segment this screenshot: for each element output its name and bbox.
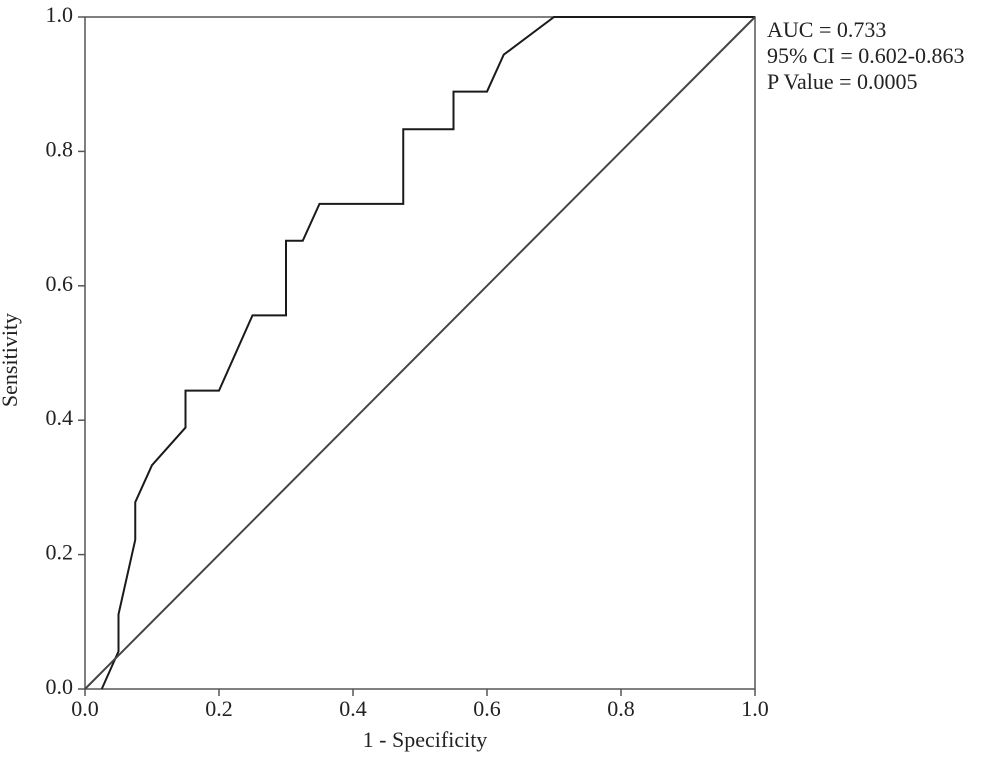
x-tick-label: 1.0 bbox=[741, 696, 769, 721]
y-tick-label: 0.6 bbox=[46, 271, 74, 296]
x-tick-label: 0.0 bbox=[71, 696, 99, 721]
line-series bbox=[100, 16, 755, 690]
y-tick-label: 1.0 bbox=[46, 2, 74, 27]
annotation: AUC = 0.733 bbox=[767, 17, 886, 42]
y-tick-label: 0.8 bbox=[46, 136, 74, 161]
x-axis-label: 1 - Specificity bbox=[363, 727, 488, 752]
annotation: P Value = 0.0005 bbox=[767, 69, 918, 94]
line-series bbox=[84, 16, 756, 690]
x-tick-label: 0.6 bbox=[473, 696, 501, 721]
y-tick-label: 0.0 bbox=[46, 674, 74, 699]
y-tick-label: 0.2 bbox=[46, 540, 74, 565]
plot-frame bbox=[84, 16, 756, 690]
x-tick-label: 0.8 bbox=[607, 696, 635, 721]
annotation: 95% CI = 0.602-0.863 bbox=[767, 43, 965, 68]
y-axis-label: Sensitivity bbox=[0, 313, 22, 407]
x-tick-label: 0.2 bbox=[205, 696, 233, 721]
y-tick-label: 0.4 bbox=[46, 405, 74, 430]
x-tick-label: 0.4 bbox=[339, 696, 367, 721]
